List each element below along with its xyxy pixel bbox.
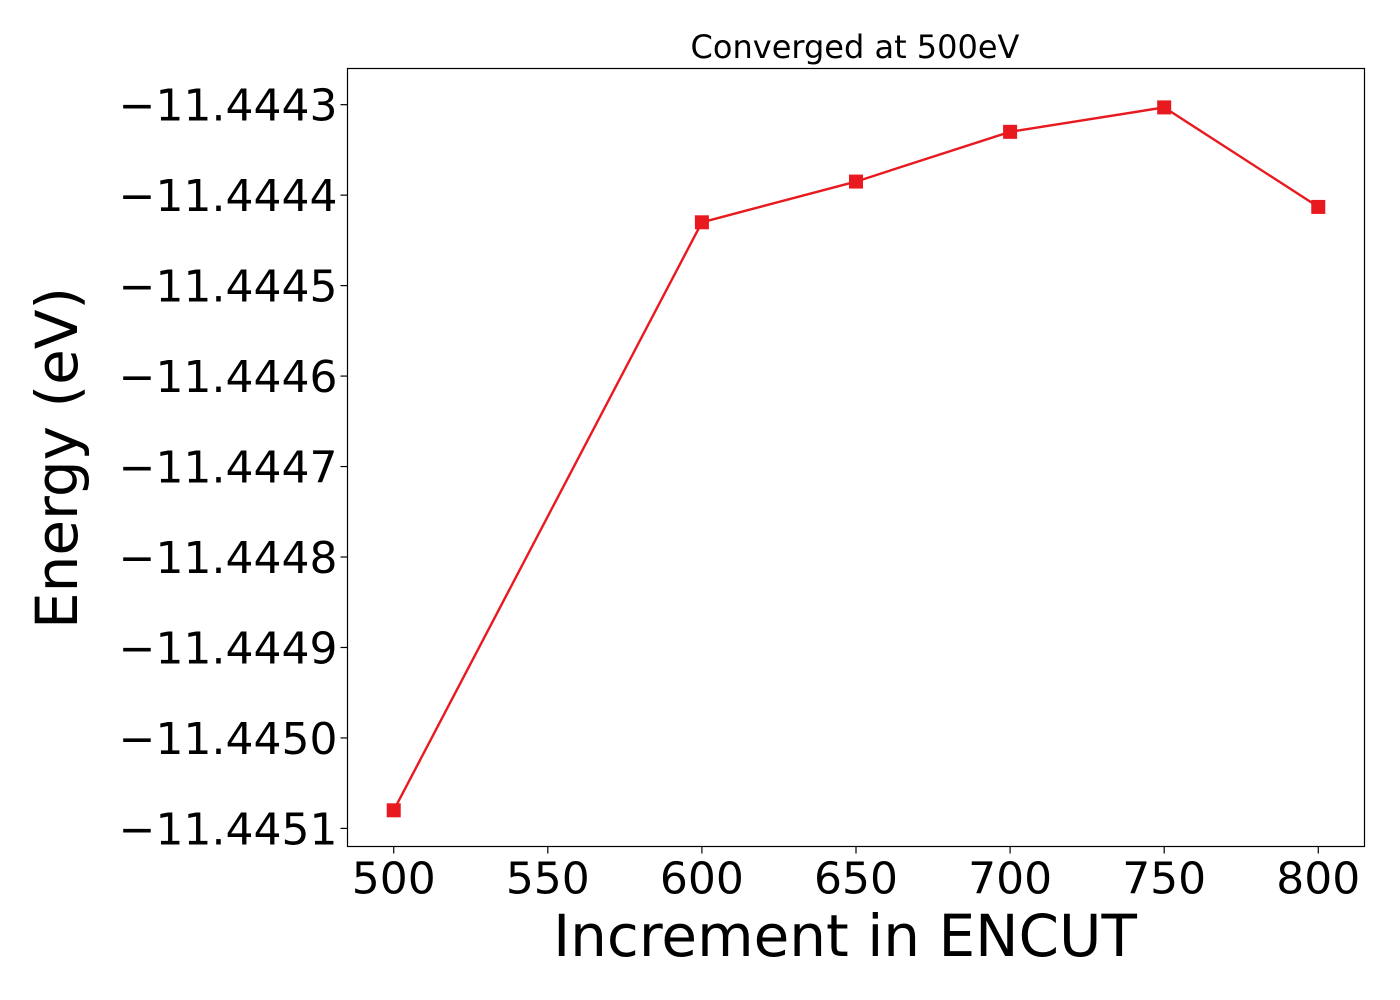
- data-point-marker: [1003, 124, 1018, 139]
- x-tick-label: 600: [660, 854, 744, 905]
- y-tick-label: −11.4448: [119, 533, 338, 584]
- y-axis-ticks: −11.4451 −11.4450 −11.4449 −11.4448 −11.4447…: [119, 81, 348, 855]
- x-tick-label: 750: [1122, 854, 1206, 905]
- data-point-marker: [386, 803, 401, 818]
- y-tick-label: −11.4443: [119, 81, 338, 132]
- y-axis-label: Energy (eV): [23, 287, 91, 629]
- x-tick-label: 500: [352, 854, 436, 905]
- x-tick-label: 650: [814, 854, 898, 905]
- data-point-marker: [1157, 100, 1172, 115]
- x-tick-label: 550: [506, 854, 590, 905]
- x-axis-ticks: 500 550 600 650 700 750 800: [352, 846, 1360, 905]
- y-tick-label: −11.4450: [119, 714, 338, 765]
- y-tick-label: −11.4447: [119, 443, 338, 494]
- y-tick-label: −11.4446: [119, 352, 338, 403]
- data-point-marker: [849, 174, 863, 189]
- data-point-marker: [694, 215, 709, 230]
- y-tick-label: −11.4451: [119, 804, 338, 855]
- x-axis-label: Increment in ENCUT: [553, 902, 1137, 970]
- series-layer: [386, 100, 1326, 818]
- y-tick-label: −11.4444: [119, 171, 338, 222]
- chart-title: Converged at 500eV: [691, 28, 1020, 66]
- y-tick-label: −11.4449: [119, 623, 338, 674]
- x-tick-label: 800: [1276, 854, 1360, 905]
- series-line: [392, 106, 1319, 811]
- y-tick-label: −11.4445: [119, 262, 338, 313]
- x-tick-label: 700: [968, 854, 1052, 905]
- data-point-marker: [1311, 199, 1326, 214]
